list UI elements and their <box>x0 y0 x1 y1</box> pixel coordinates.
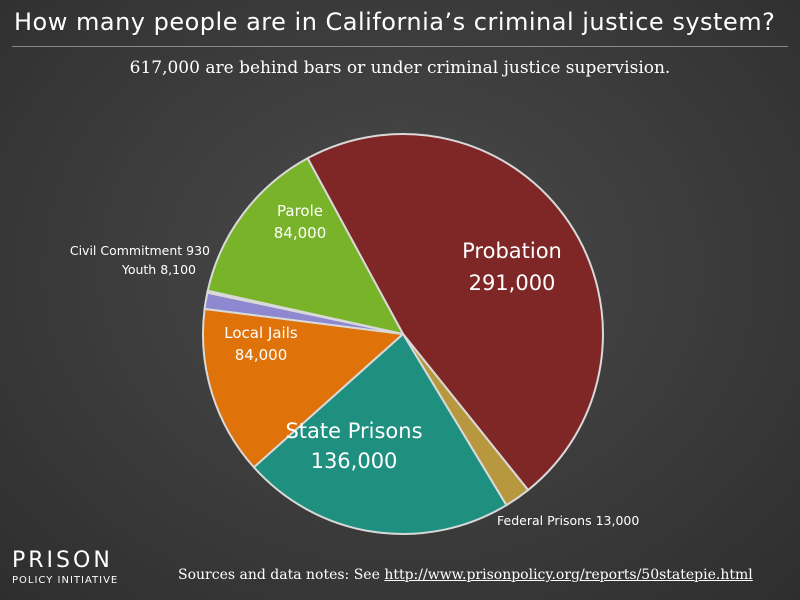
slice-label-probation: Probation <box>462 239 562 263</box>
logo-line-2: POLICY INITIATIVE <box>12 575 119 586</box>
slice-label-federal-prisons: Federal Prisons 13,000 <box>497 513 639 528</box>
slice-label-parole: Parole <box>277 202 323 220</box>
sources-prefix: Sources and data notes: See <box>178 567 385 583</box>
slice-label-state-prisons: State Prisons <box>285 419 422 443</box>
title-divider <box>12 46 788 47</box>
slice-label-civil-commitment: Civil Commitment 930 <box>70 243 210 258</box>
slice-value-local-jails: 84,000 <box>235 346 288 364</box>
pie-slice-probation <box>306 133 604 492</box>
sources-note: Sources and data notes: See http://www.p… <box>178 567 753 583</box>
slice-value-probation: 291,000 <box>469 271 556 295</box>
chart-title: How many people are in California’s crim… <box>14 8 776 36</box>
pie-slice-local-jails <box>202 307 404 469</box>
slice-value-state-prisons: 136,000 <box>311 449 398 473</box>
pie-slice-parole <box>206 157 404 335</box>
slice-label-local-jails: Local Jails <box>224 324 298 342</box>
slice-value-parole: 84,000 <box>274 224 327 242</box>
chart-subtitle: 617,000 are behind bars or under crimina… <box>129 58 671 78</box>
logo-line-1: PRISON <box>12 548 113 573</box>
prison-policy-logo: PRISON POLICY INITIATIVE <box>12 548 152 587</box>
pie-slice-state-prisons <box>252 333 508 535</box>
sources-link[interactable]: http://www.prisonpolicy.org/reports/50st… <box>384 567 753 583</box>
slice-label-youth: Youth 8,100 <box>121 262 196 277</box>
